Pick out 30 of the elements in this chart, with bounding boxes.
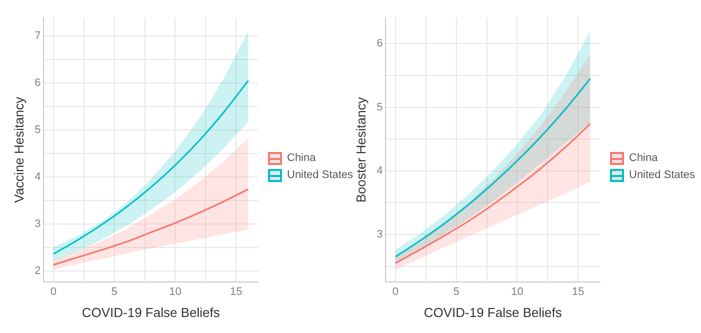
x-tick-label: 15 xyxy=(230,286,242,298)
x-tick-label: 15 xyxy=(572,286,584,298)
y-tick-label: 5 xyxy=(376,101,383,114)
y-tick-label: 7 xyxy=(34,30,41,42)
x-tick-label: 5 xyxy=(111,286,118,298)
y-axis-title: Booster Hesitancy xyxy=(353,96,368,203)
y-tick-label: 4 xyxy=(376,164,383,177)
legend-label: China xyxy=(287,152,316,164)
x-tick-label: 10 xyxy=(511,286,524,298)
y-tick-label: 5 xyxy=(34,124,41,136)
line-series xyxy=(52,188,250,266)
x-axis-title: COVID-19 False Beliefs xyxy=(424,304,562,320)
line-series xyxy=(394,78,592,258)
legend-label: United States xyxy=(629,169,696,181)
x-tick-label: 10 xyxy=(169,286,182,298)
line-series xyxy=(394,123,592,264)
y-tick-label: 2 xyxy=(34,264,41,277)
y-tick-label: 3 xyxy=(376,228,383,241)
x-tick-label: 5 xyxy=(453,286,460,298)
y-tick-label: 6 xyxy=(376,38,383,50)
legend-label: United States xyxy=(287,169,354,181)
y-tick-label: 6 xyxy=(34,76,41,89)
y-axis-title: Vaccine Hesitancy xyxy=(11,96,26,203)
x-tick-label: 0 xyxy=(50,286,57,298)
x-axis-title: COVID-19 False Beliefs xyxy=(82,304,220,320)
x-tick-label: 0 xyxy=(392,286,399,298)
legend-label: China xyxy=(629,152,658,164)
line-series xyxy=(52,80,250,255)
y-tick-label: 4 xyxy=(34,170,41,183)
y-tick-label: 3 xyxy=(34,218,41,230)
